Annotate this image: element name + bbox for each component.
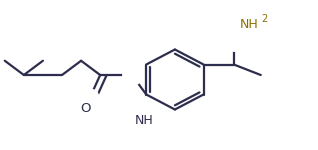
Text: NH: NH (240, 18, 259, 30)
Text: O: O (80, 102, 91, 115)
Text: 2: 2 (261, 14, 267, 24)
Text: NH: NH (135, 114, 153, 127)
